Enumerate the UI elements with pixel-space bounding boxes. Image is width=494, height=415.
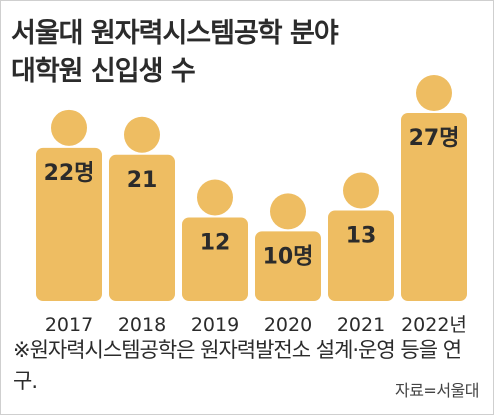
title-line-1: 서울대 원자력시스템공학 분야 xyxy=(11,18,339,49)
bar-head-1 xyxy=(124,116,160,153)
data-label-3: 10명 xyxy=(263,244,314,269)
bar-4 xyxy=(328,210,394,301)
chart-title: 서울대 원자력시스템공학 분야 대학원 신입생 수 xyxy=(11,15,339,91)
x-tick-label-1: 2018 xyxy=(118,314,166,336)
x-tick-label-2: 2019 xyxy=(191,314,239,336)
bar-1 xyxy=(109,154,175,301)
title-line-2: 대학원 신입생 수 xyxy=(11,56,196,87)
x-tick-label-4: 2021 xyxy=(337,314,385,336)
bar-0 xyxy=(36,147,102,301)
x-tick-label-5: 2022년 xyxy=(401,314,467,336)
x-tick-label-3: 2020 xyxy=(264,314,312,336)
bar-5 xyxy=(401,113,467,301)
bar-head-2 xyxy=(197,179,233,216)
data-label-4: 13 xyxy=(346,223,377,248)
footnote: ※원자력시스템공학은 원자력발전소 설계·운영 등을 연구. xyxy=(13,338,462,393)
data-label-0: 22명 xyxy=(44,161,95,186)
data-label-2: 12 xyxy=(200,230,231,255)
x-tick-label-0: 2017 xyxy=(45,314,93,336)
bar-head-3 xyxy=(270,193,306,230)
source-label: 자료=서울대 xyxy=(394,381,480,400)
data-label-5: 27명 xyxy=(409,126,460,151)
bar-head-5 xyxy=(416,75,452,111)
bar-chart: 22명 2017 21 2018 12 2019 10명 2020 13 2021 27명 2022년 xyxy=(36,75,467,336)
bar-2 xyxy=(182,217,248,301)
bar-3 xyxy=(255,231,321,301)
data-label-1: 21 xyxy=(127,168,158,193)
bar-head-0 xyxy=(51,109,87,146)
bar-head-4 xyxy=(343,172,379,209)
